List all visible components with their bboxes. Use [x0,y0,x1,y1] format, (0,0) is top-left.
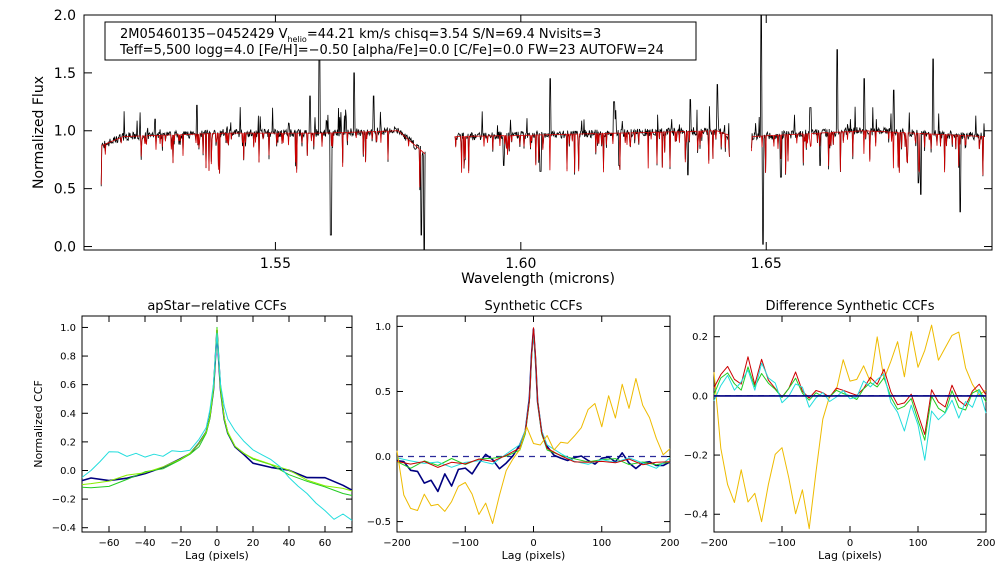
spectrum-ytick-label: 0.5 [54,182,76,198]
spectrum-frame [83,14,993,251]
apstar-frame [81,315,353,533]
difference-xtick-label: 0 [847,538,853,549]
model-spectrum-segment-3 [751,130,985,176]
apstar-ytick-label: −0.2 [52,495,76,506]
spectrum-xtick-label: 1.65 [751,256,782,272]
synthetic-xtick-label: −100 [452,538,479,549]
apstar-ytick-label: 0.0 [60,466,76,477]
apstar-ccf-plot: −60 −40 −20 0 20 40 60 −0.4 −0.2 0.0 0.2 0.4 0.6 0.8 1… [32,299,353,562]
difference-xtick-label: 200 [976,538,995,549]
apstar-xtick-label: −40 [134,538,155,549]
synthetic-xlabel: Lag (pixels) [502,549,566,562]
synthetic-ytick-label: 0.0 [375,452,391,463]
difference-xtick-label: 100 [908,538,927,549]
apstar-xtick-label: −60 [98,538,119,549]
synthetic-xtick-label: 200 [660,538,679,549]
apstar-xlabel: Lag (pixels) [185,549,249,562]
apstar-xtick-label: 20 [247,538,260,549]
apstar-xtick-label: 60 [319,538,332,549]
model-spectrum-segment-1 [100,130,426,188]
difference-ytick-label: −0.2 [684,451,708,462]
synthetic-xtick-label: 100 [592,538,611,549]
synthetic-frame [396,315,671,533]
apstar-ytick-label: 0.6 [60,380,76,391]
difference-ccf-plot: −200 −100 0 100 200 −0.4 −0.2 0.0 0.2 Difference … [684,299,996,562]
apstar-series-visit-3 [81,328,353,492]
difference-series-green [713,366,987,441]
info-line-1: 2M05460135−0452429 Vhelio=44.21 km/s chi… [120,27,601,44]
difference-ytick-label: 0.0 [692,391,708,402]
synthetic-xtick-label: −200 [383,538,410,549]
apstar-ytick-label: 1.0 [60,323,76,334]
synthetic-series-orange [396,378,671,524]
apstar-xtick-label: −20 [170,538,191,549]
synthetic-title: Synthetic CCFs [485,299,583,314]
apstar-ytick-label: 0.8 [60,352,76,363]
apstar-ytick-label: −0.4 [52,523,76,534]
synthetic-xtick-label: 0 [530,538,536,549]
spectrum-ytick-label: 2.0 [54,8,76,24]
info-box: 2M05460135−0452429 Vhelio=44.21 km/s chi… [104,21,697,61]
synthetic-series-green [396,329,671,469]
difference-xtick-label: −100 [768,538,795,549]
spectrum-xtick-label: 1.60 [505,256,536,272]
spectrum-xlabel: Wavelength (microns) [461,271,615,287]
model-spectrum-segment-2 [454,130,730,174]
spectrum-ytick-label: 1.0 [54,124,76,140]
difference-series-red [713,356,987,435]
info-line-2: Teff=5,500 logg=4.0 [Fe/H]=−0.50 [alpha/… [119,43,664,58]
synthetic-series-red [396,327,671,468]
apstar-series-visit-2 [81,326,353,496]
synthetic-series-cyan [396,331,671,469]
apstar-series-visit-1 [81,329,353,491]
synthetic-ccf-plot: −200 −100 0 100 200 −0.5 0.0 0.5 1.0 Synthetic CC… [367,299,680,562]
observed-spectrum-segment-3 [751,14,985,245]
apstar-ytick-label: 0.2 [60,437,76,448]
difference-xtick-label: −200 [700,538,727,549]
difference-xlabel: Lag (pixels) [818,549,882,562]
spectrum-ytick-label: 0.0 [54,239,76,255]
difference-series-cyan [713,362,987,461]
difference-series-orange [713,324,987,530]
spectrum-plot: 1.55 1.60 1.65 0.0 0.5 1.0 1.5 2.0 Wavelength (m… [31,8,993,287]
apstar-xtick-label: 0 [214,538,220,549]
apstar-xtick-label: 40 [283,538,296,549]
synthetic-ytick-label: −0.5 [367,517,391,528]
synthetic-ytick-label: 1.0 [375,322,391,333]
difference-ytick-label: −0.4 [684,510,708,521]
apstar-ytick-label: 0.4 [60,409,76,420]
apstar-title: apStar−relative CCFs [147,299,287,314]
difference-ytick-label: 0.2 [692,332,708,343]
observed-spectrum-segment-2 [454,78,730,176]
spectrum-ylabel: Normalized Flux [31,76,47,189]
spectrum-xtick-label: 1.55 [260,256,291,272]
apstar-ylabel: Normalized CCF [32,380,45,468]
difference-title: Difference Synthetic CCFs [765,299,934,314]
synthetic-ytick-label: 0.5 [375,387,391,398]
spectrum-ytick-label: 1.5 [54,66,76,82]
apstar-series-visit-4 [81,332,353,521]
